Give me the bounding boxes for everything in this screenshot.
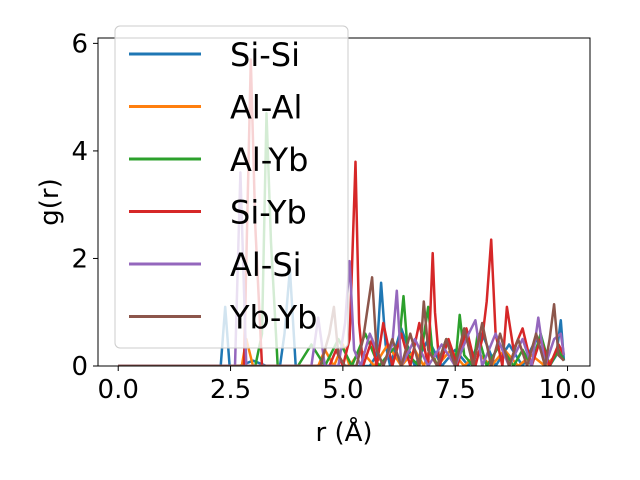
y-tick-label: 4 (71, 137, 88, 167)
legend: Si-Si Al-Al Al-Yb Si-Yb Al-Si Yb-Yb (114, 25, 349, 349)
legend-label: Si-Si (230, 36, 300, 74)
legend-label: Al-Al (230, 89, 302, 127)
x-tick-label: 2.5 (210, 375, 251, 405)
legend-entry: Yb-Yb (129, 299, 317, 337)
y-axis: 0 2 4 6 (71, 29, 98, 382)
legend-entry: Al-Al (129, 89, 302, 127)
series-layer (118, 58, 566, 366)
x-tick-label: 10.0 (539, 375, 597, 405)
legend-entry: Al-Si (129, 246, 302, 284)
y-tick-label: 0 (71, 352, 88, 382)
legend-label: Al-Yb (230, 141, 308, 179)
legend-entry: Si-Yb (129, 194, 307, 232)
series-line-si-yb (118, 58, 566, 366)
legend-label: Al-Si (230, 246, 302, 284)
legend-entry: Al-Yb (129, 141, 308, 179)
legend-entry: Si-Si (129, 36, 300, 74)
y-axis-label: g(r) (35, 178, 65, 225)
y-tick-label: 6 (71, 29, 88, 59)
series-line-al-si (118, 171, 566, 366)
x-axis: 0.0 2.5 5.0 7.5 10.0 (98, 366, 597, 405)
x-axis-label: r (Å) (315, 416, 372, 448)
legend-label: Si-Yb (230, 194, 307, 232)
y-tick-label: 2 (71, 244, 88, 274)
x-tick-label: 5.0 (322, 375, 363, 405)
x-tick-label: 7.5 (435, 375, 476, 405)
legend-label: Yb-Yb (229, 299, 317, 337)
x-tick-label: 0.0 (98, 375, 139, 405)
